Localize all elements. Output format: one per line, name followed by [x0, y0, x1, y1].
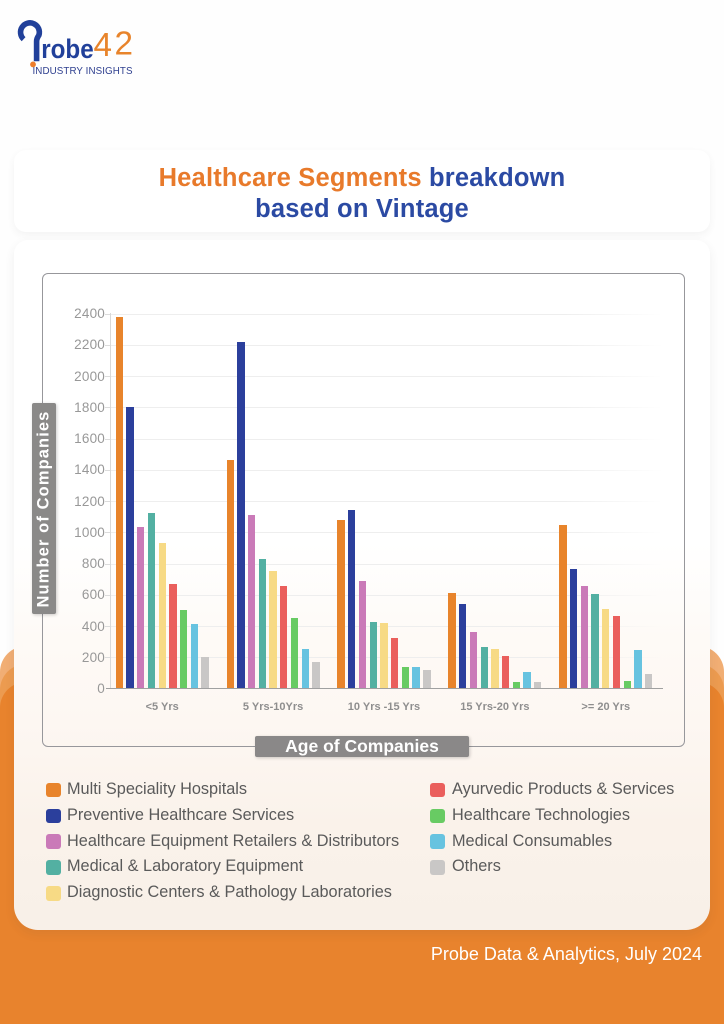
svg-text:INDUSTRY INSIGHTS: INDUSTRY INSIGHTS — [33, 66, 133, 77]
svg-text:robe: robe — [41, 34, 93, 64]
svg-text:2: 2 — [115, 25, 134, 62]
svg-text:4: 4 — [94, 26, 113, 63]
